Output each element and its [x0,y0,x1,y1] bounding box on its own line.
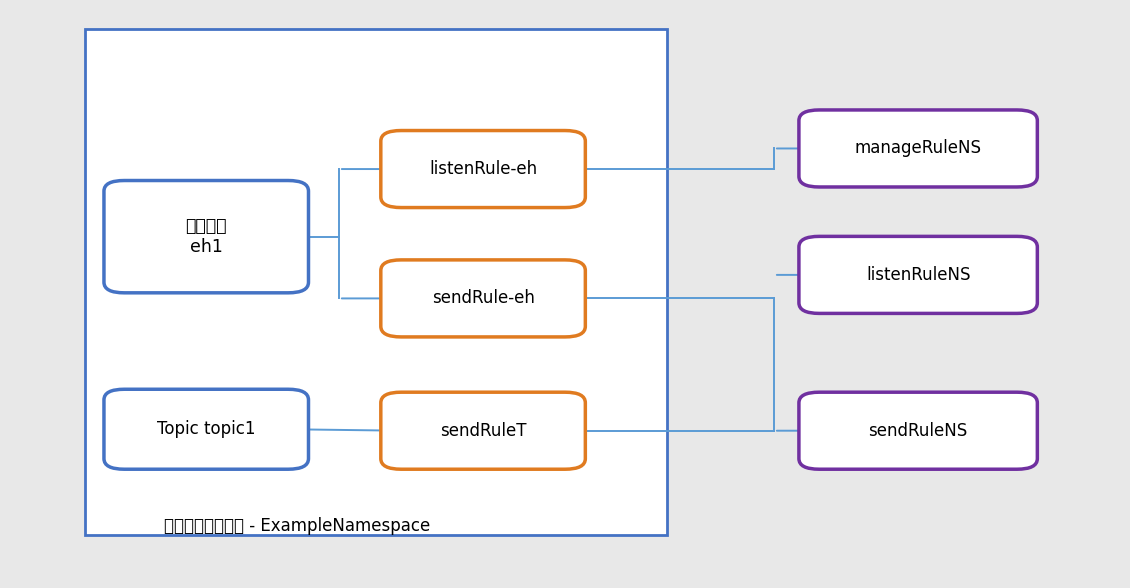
FancyBboxPatch shape [799,392,1037,469]
Text: Topic topic1: Topic topic1 [157,420,255,438]
Text: manageRuleNS: manageRuleNS [854,139,982,158]
FancyBboxPatch shape [85,29,667,535]
Text: sendRuleNS: sendRuleNS [869,422,967,440]
FancyBboxPatch shape [799,110,1037,187]
FancyBboxPatch shape [799,236,1037,313]
Text: 事件中心
eh1: 事件中心 eh1 [185,218,227,256]
Text: sendRuleT: sendRuleT [440,422,527,440]
Text: 事件中心命名空间 - ExampleNamespace: 事件中心命名空间 - ExampleNamespace [164,517,431,535]
FancyBboxPatch shape [104,181,308,293]
Text: listenRuleNS: listenRuleNS [866,266,971,284]
FancyBboxPatch shape [381,131,585,208]
Text: sendRule-eh: sendRule-eh [432,289,534,308]
FancyBboxPatch shape [381,260,585,337]
FancyBboxPatch shape [104,389,308,469]
FancyBboxPatch shape [381,392,585,469]
Text: listenRule-eh: listenRule-eh [429,160,537,178]
